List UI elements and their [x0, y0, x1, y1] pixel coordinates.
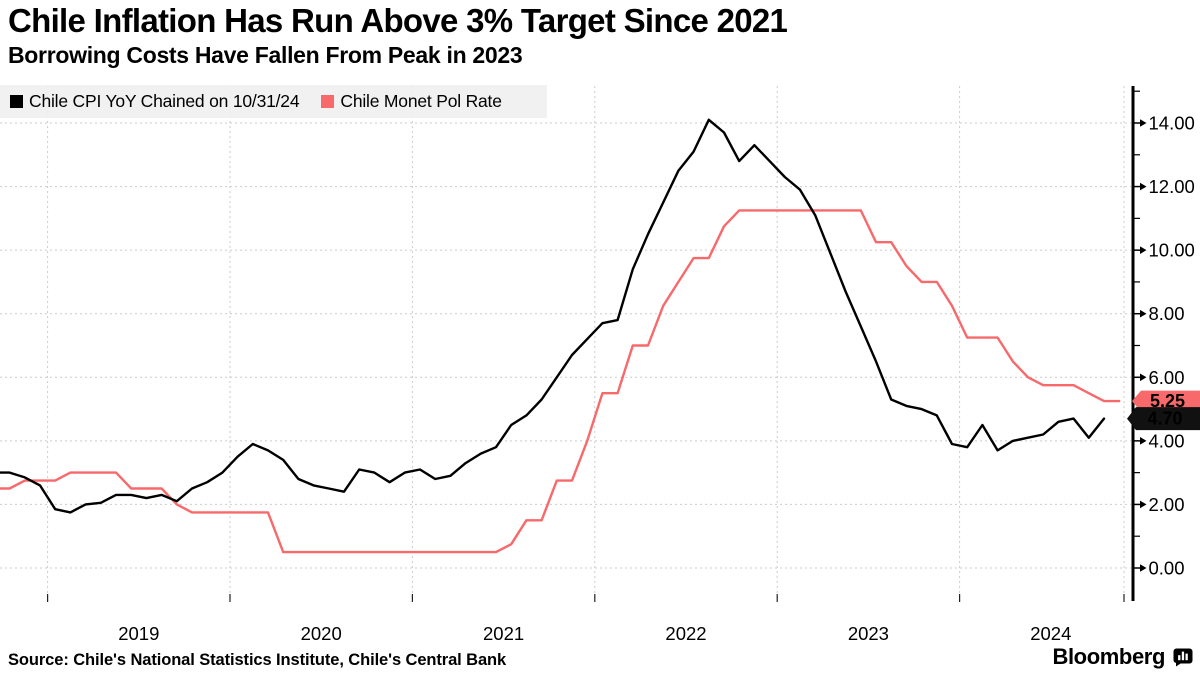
cpi-line — [0, 118, 1106, 514]
y-axis-tick-arrow-icon — [1140, 182, 1147, 191]
y-axis-tick-arrow-icon — [1140, 564, 1147, 572]
y-axis-tick-arrow-icon — [1140, 246, 1147, 254]
y-axis-tick-arrow-icon — [1140, 309, 1147, 318]
cpi-swatch-icon — [10, 95, 23, 108]
legend: Chile CPI YoY Chained on 10/31/24 Chile … — [0, 85, 547, 118]
source-note: Source: Chile's National Statistics Inst… — [8, 651, 507, 669]
y-axis-label: 8.00 — [1149, 303, 1185, 324]
x-axis-label: 2020 — [301, 623, 342, 644]
y-axis-label: 12.00 — [1149, 176, 1195, 197]
policy_rate-end-badge — [1132, 390, 1200, 412]
cpi-end-badge — [1127, 407, 1200, 431]
x-axis-label: 2022 — [665, 623, 706, 644]
y-axis-tick-arrow-icon — [1140, 437, 1147, 445]
data-series — [0, 118, 1121, 554]
chart-title: Chile Inflation Has Run Above 3% Target … — [8, 2, 788, 39]
y-axis-label: 10.00 — [1149, 240, 1195, 261]
y-axis-label: 0.00 — [1149, 558, 1185, 579]
y-axis-label: 14.00 — [1149, 112, 1195, 133]
legend-label-cpi: Chile CPI YoY Chained on 10/31/24 — [29, 91, 300, 111]
legend-item-cpi: Chile CPI YoY Chained on 10/31/24 — [10, 91, 300, 112]
policy-rate-swatch-icon — [321, 95, 335, 108]
y-axis-label: 2.00 — [1149, 494, 1185, 515]
y-axis-line — [1131, 86, 1135, 601]
x-axis-label: 2024 — [1030, 623, 1071, 644]
legend-label-policy-rate: Chile Monet Pol Rate — [340, 91, 502, 111]
y-axis-tick-arrow-icon — [1140, 373, 1147, 382]
x-axis-label: 2021 — [483, 623, 524, 644]
gridlines — [0, 86, 1131, 600]
x-axis-label: 2023 — [848, 623, 889, 644]
chart-header: Chile Inflation Has Run Above 3% Target … — [8, 2, 788, 68]
y-axis — [46, 86, 1147, 602]
bar-chart-bubble-icon — [1173, 648, 1193, 666]
y-axis-label: 4.00 — [1149, 430, 1185, 451]
policy_rate-end-badge-value: 5.25 — [1150, 391, 1185, 411]
x-axis-label: 2019 — [118, 623, 159, 644]
chart-subtitle: Borrowing Costs Have Fallen From Peak in… — [8, 41, 523, 68]
y-axis-tick-arrow-icon — [1140, 500, 1147, 509]
y-axis-label: 6.00 — [1149, 367, 1185, 388]
axis-labels: 2019 2020 2021 2022 2023 2024 14.00 12.00 10.00 8… — [118, 112, 1195, 644]
bloomberg-wordmark: Bloomberg — [1052, 644, 1165, 669]
last-value-badges: 5.254.70 — [1127, 390, 1200, 431]
y-axis-tick-arrow-icon — [1140, 119, 1147, 127]
cpi-end-badge-value: 4.70 — [1147, 409, 1182, 429]
bloomberg-brand: Bloomberg — [1052, 644, 1193, 670]
policy_rate-line — [0, 209, 1121, 554]
legend-item-policy-rate: Chile Monet Pol Rate — [321, 91, 502, 112]
